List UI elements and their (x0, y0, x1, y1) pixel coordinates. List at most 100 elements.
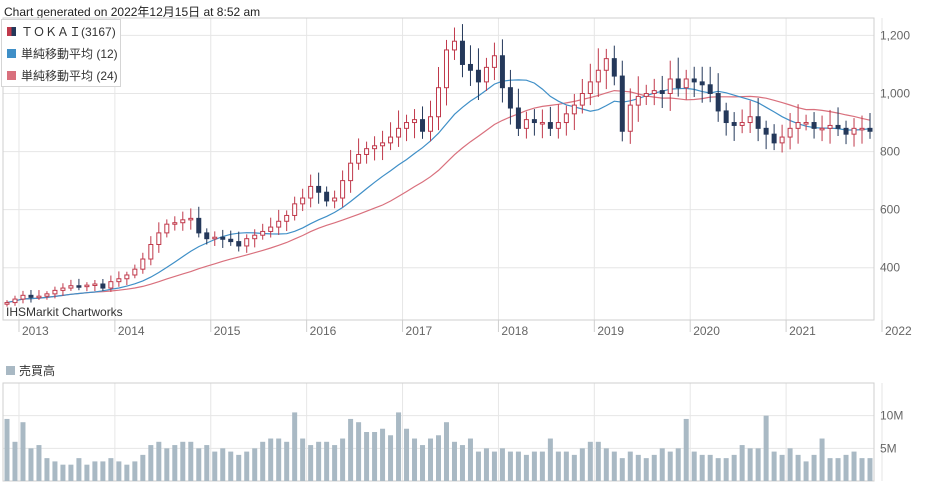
legend-label-stock: ＴＯＫＡＩ(3167) (21, 24, 116, 39)
volume-bar (627, 451, 633, 481)
candle-body (571, 104, 577, 115)
candle-body (332, 197, 338, 202)
candle-body (739, 122, 745, 126)
volume-bar (691, 451, 697, 481)
volume-bar (571, 454, 577, 481)
candle-body (483, 66, 489, 83)
candle-body (60, 287, 66, 291)
candle-body (180, 219, 186, 224)
candle-body (619, 75, 625, 132)
volume-bar (667, 451, 673, 481)
candle-body (715, 93, 721, 112)
volume-bar (28, 448, 34, 481)
sma12-swatch-icon (7, 48, 16, 58)
volume-bar (204, 445, 210, 481)
candle-body (20, 294, 26, 300)
legend-item-sma12[interactable]: 単純移動平均 (12) (2, 42, 120, 64)
volume-bar (499, 448, 505, 481)
candle-body (148, 244, 154, 260)
volume-bar (108, 458, 114, 481)
year-label: 2017 (406, 324, 433, 338)
price-axis: 400 600 800 1,000 1,200 (880, 28, 910, 274)
candle-body (699, 81, 705, 86)
candle-body (683, 78, 689, 89)
candle-body (300, 197, 306, 205)
candle-body (851, 127, 857, 135)
volume-bar (292, 412, 298, 481)
volume-bar (244, 451, 250, 481)
volume-bar (763, 415, 769, 481)
candle-body (459, 40, 465, 65)
candle-body (172, 222, 178, 225)
candle-body (643, 93, 649, 97)
candle-body (555, 122, 561, 129)
candle-body (763, 127, 769, 135)
candle-body (627, 104, 633, 132)
candles (4, 24, 873, 307)
candle-body (675, 78, 681, 89)
volume-bar (803, 461, 809, 481)
volume-legend: 売買高 (6, 362, 55, 379)
candle-body (52, 289, 58, 295)
candle-body (723, 110, 729, 124)
year-label: 2016 (310, 324, 337, 338)
candle-body (316, 185, 322, 193)
candle-body (380, 142, 386, 147)
volume-bar (603, 448, 609, 481)
legend-item-sma24[interactable]: 単純移動平均 (24) (2, 64, 120, 86)
volume-bar (44, 458, 50, 481)
candle-body (491, 55, 497, 68)
candle-body (523, 119, 529, 129)
candle-body (787, 127, 793, 138)
candle-body (228, 238, 234, 243)
candle-body (507, 87, 513, 109)
year-label: 2018 (501, 324, 528, 338)
volume-bar (84, 464, 90, 481)
volume-bar (819, 438, 825, 481)
sma24-line (6, 89, 871, 304)
volume-bar (555, 451, 561, 481)
volume-bar (779, 454, 785, 481)
volume-bar (859, 458, 865, 481)
chart-generated-text: Chart generated on 2022年12月15日 at 8:52 a… (4, 5, 261, 19)
volume-bar (420, 445, 426, 481)
candle-body (284, 214, 290, 222)
volume-bar (76, 458, 82, 481)
candle-body (76, 285, 82, 288)
volume-bar (92, 461, 98, 481)
watermark-text: IHSMarkit Chartworks (6, 305, 123, 319)
sma24-path (6, 89, 871, 304)
candle-body (412, 119, 418, 124)
candle-body (4, 302, 10, 305)
candle-body (747, 116, 753, 124)
volume-bar (619, 458, 625, 481)
candle-body (68, 285, 74, 289)
volume-bar (236, 454, 242, 481)
volume-bar (723, 458, 729, 481)
volume-bar (396, 412, 402, 481)
candle-body (44, 293, 50, 297)
candle-body (140, 258, 146, 270)
legend-item-stock[interactable]: ＴＯＫＡＩ(3167) (2, 20, 120, 42)
legend-label-sma12: 単純移動平均 (12) (21, 46, 118, 61)
legend: ＴＯＫＡＩ(3167) 単純移動平均 (12) 単純移動平均 (24) (1, 19, 121, 87)
volume-bar (635, 454, 641, 481)
candle-body (356, 153, 362, 164)
volume-bar (180, 441, 186, 481)
volume-tick-label: 5M (880, 441, 897, 455)
candle-body (396, 127, 402, 138)
candle-body (84, 284, 90, 288)
volume-swatch-icon (6, 366, 15, 375)
candle-body (132, 268, 138, 276)
volume-label: 売買高 (19, 364, 56, 378)
sma12-path (6, 79, 871, 304)
volume-bar (308, 445, 314, 481)
volume-bar (475, 451, 481, 481)
candle-body (499, 55, 505, 89)
volume-bar (276, 438, 282, 481)
year-label: 2022 (885, 324, 912, 338)
volume-bar (491, 451, 497, 481)
year-label: 2021 (789, 324, 816, 338)
volume-bar (467, 438, 473, 481)
